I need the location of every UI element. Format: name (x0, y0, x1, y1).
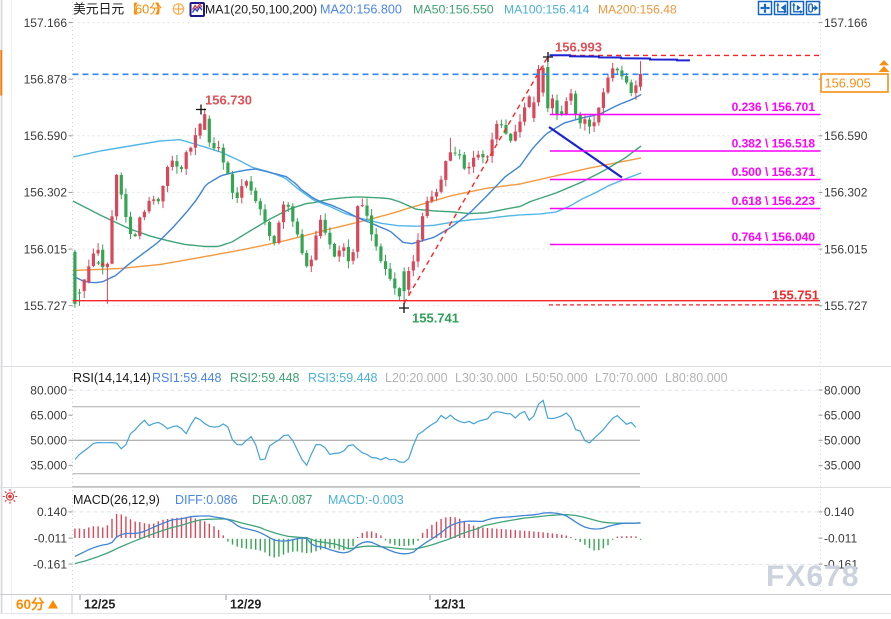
svg-text:35.000: 35.000 (30, 459, 67, 473)
svg-text:FX678: FX678 (766, 560, 859, 593)
svg-text:65.000: 65.000 (30, 409, 67, 423)
svg-text:156.015: 156.015 (824, 242, 868, 256)
svg-text:MACD:-0.003: MACD:-0.003 (328, 493, 404, 507)
svg-text:156.302: 156.302 (24, 186, 68, 200)
svg-text:L20:20.000: L20:20.000 (385, 371, 448, 385)
svg-text:156.905: 156.905 (825, 76, 871, 91)
svg-text:-0.161: -0.161 (824, 557, 858, 571)
svg-text:0.618 \ 156.223: 0.618 \ 156.223 (732, 194, 816, 208)
svg-text:157.166: 157.166 (24, 16, 68, 30)
svg-text:0.382 \ 156.518: 0.382 \ 156.518 (732, 137, 816, 151)
svg-text:0.500 \ 156.371: 0.500 \ 156.371 (732, 165, 816, 179)
svg-text:156.878: 156.878 (24, 73, 68, 87)
svg-text:12/25: 12/25 (84, 598, 115, 612)
svg-text:美元日元: 美元日元 (73, 2, 124, 17)
svg-text:50.000: 50.000 (30, 434, 67, 448)
svg-text:-0.011: -0.011 (34, 531, 67, 545)
svg-text:RSI2:59.448: RSI2:59.448 (230, 371, 300, 385)
svg-text:155.741: 155.741 (412, 311, 459, 326)
svg-text:RSI3:59.448: RSI3:59.448 (308, 371, 378, 385)
svg-text:60分: 60分 (135, 2, 162, 17)
svg-text:80.000: 80.000 (824, 383, 861, 397)
svg-text:MA50:156.550: MA50:156.550 (413, 3, 494, 17)
svg-text:157.166: 157.166 (824, 16, 868, 30)
svg-text:156.993: 156.993 (555, 40, 602, 55)
svg-text:156.730: 156.730 (205, 93, 252, 108)
svg-text:65.000: 65.000 (824, 409, 861, 423)
svg-text:L80:80.000: L80:80.000 (665, 371, 728, 385)
svg-text:0.764 \ 156.040: 0.764 \ 156.040 (732, 230, 816, 244)
svg-text:L70:70.000: L70:70.000 (595, 371, 658, 385)
svg-text:【: 【 (126, 2, 139, 17)
svg-text:-0.161: -0.161 (33, 557, 67, 571)
svg-text:156.302: 156.302 (824, 186, 868, 200)
svg-text:L50:50.000: L50:50.000 (525, 371, 588, 385)
svg-text:MA100:156.414: MA100:156.414 (504, 3, 590, 17)
svg-text:MA1(20,50,100,200): MA1(20,50,100,200) (205, 3, 317, 17)
svg-text:60分: 60分 (16, 597, 45, 612)
svg-text:156.590: 156.590 (24, 129, 68, 143)
svg-text:MACD(26,12,9): MACD(26,12,9) (73, 493, 160, 507)
svg-text:12/31: 12/31 (434, 598, 465, 612)
svg-text:0.140: 0.140 (37, 505, 67, 519)
svg-text:155.751: 155.751 (772, 288, 819, 303)
svg-text:L30:30.000: L30:30.000 (455, 371, 518, 385)
svg-text:155.727: 155.727 (24, 299, 68, 313)
svg-text:156.590: 156.590 (824, 129, 868, 143)
svg-text:DIFF:0.086: DIFF:0.086 (175, 493, 238, 507)
svg-text:DEA:0.087: DEA:0.087 (252, 493, 313, 507)
svg-text:80.000: 80.000 (30, 383, 67, 397)
svg-text:156.015: 156.015 (24, 242, 68, 256)
svg-text:0.236 \ 156.701: 0.236 \ 156.701 (732, 100, 816, 114)
svg-text:MA20:156.800: MA20:156.800 (320, 3, 402, 17)
svg-text:155.727: 155.727 (824, 299, 868, 313)
svg-text:RSI(14,14,14): RSI(14,14,14) (73, 371, 151, 385)
svg-text:50.000: 50.000 (824, 434, 861, 448)
svg-text:MA200:156.48: MA200:156.48 (598, 3, 677, 17)
svg-text:-0.011: -0.011 (824, 531, 857, 545)
svg-text:12/29: 12/29 (230, 598, 261, 612)
svg-text:】: 】 (155, 2, 168, 17)
svg-text:0.140: 0.140 (824, 505, 854, 519)
svg-text:RSI1:59.448: RSI1:59.448 (152, 371, 222, 385)
svg-text:35.000: 35.000 (824, 459, 861, 473)
